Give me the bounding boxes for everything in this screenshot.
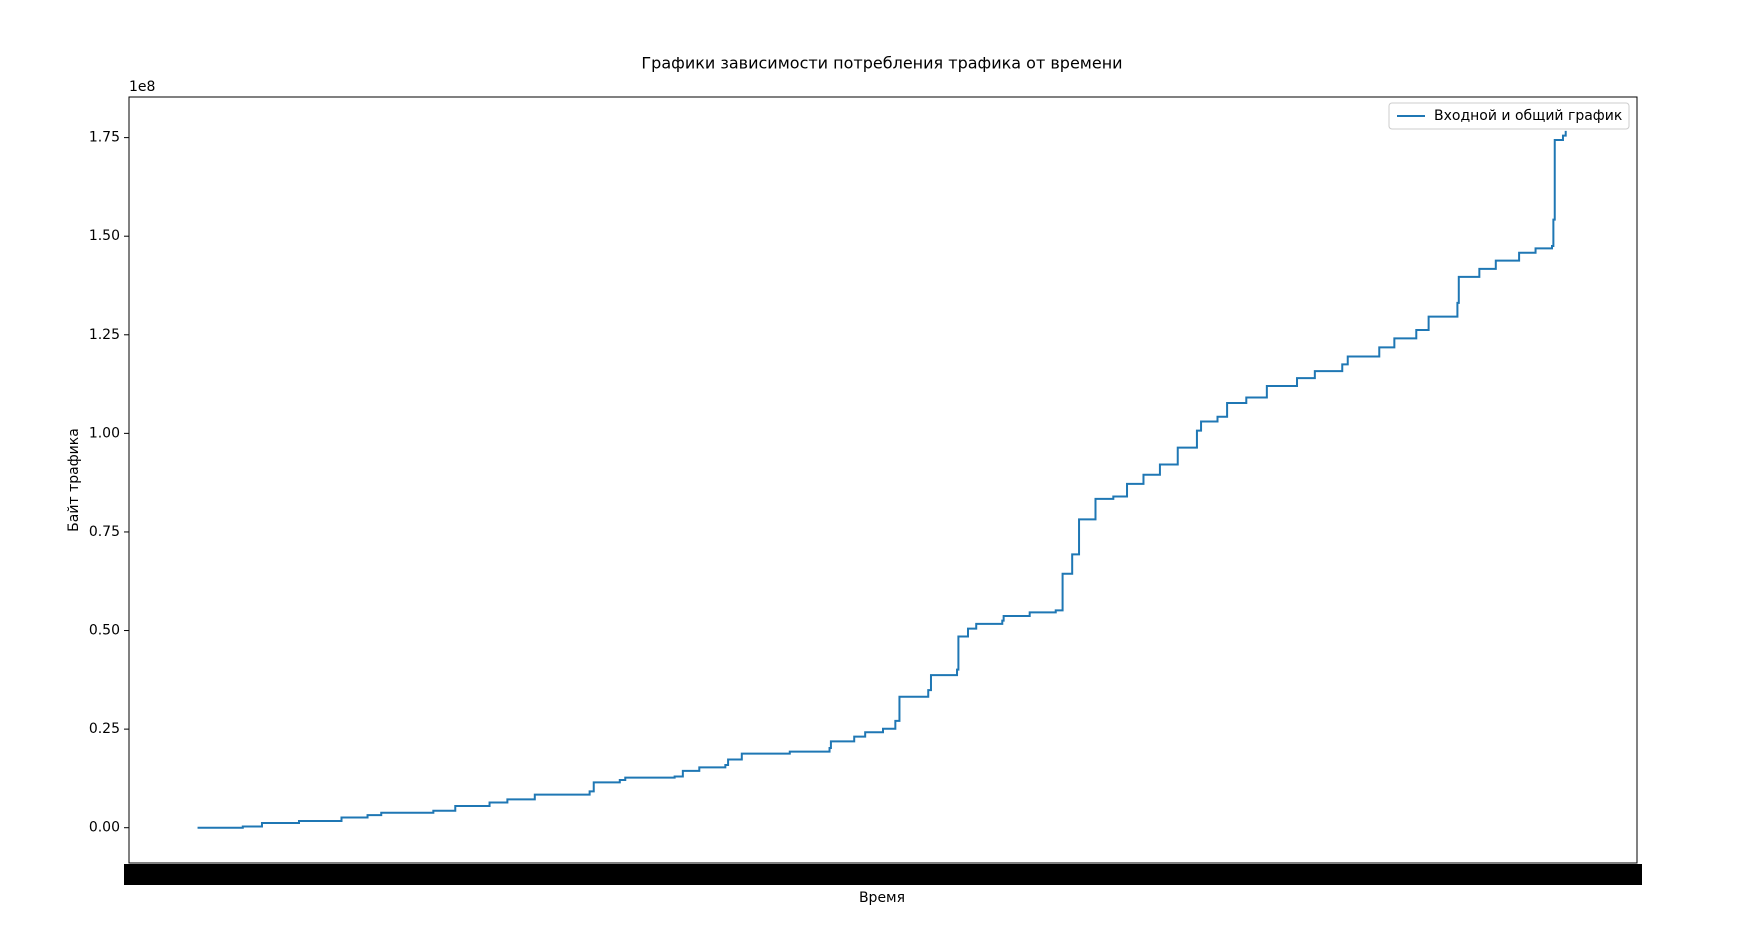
- x-axis-label: Время: [859, 890, 905, 906]
- y-tick-label: 1.75: [89, 130, 120, 146]
- legend-box: [1388, 102, 1630, 130]
- y-tick-label: 0.75: [89, 524, 120, 540]
- y-axis-label: Байт трафика: [66, 428, 82, 532]
- x-tick-labels-overlap: [124, 864, 1642, 885]
- chart-title: Графики зависимости потребления трафика …: [641, 54, 1122, 73]
- legend: Входной и общий график: [1388, 102, 1630, 130]
- y-tick-label: 1.25: [89, 327, 120, 343]
- y-tick-label: 1.50: [89, 228, 120, 244]
- y-offset-text: 1e8: [129, 79, 155, 95]
- y-tick-label: 0.00: [89, 820, 120, 836]
- y-tick-label: 0.50: [89, 623, 120, 639]
- data-line: [197, 130, 1567, 829]
- plot-frame: [128, 96, 1638, 864]
- y-tick-label: 0.25: [89, 721, 120, 737]
- y-tick-label: 1.00: [89, 425, 120, 441]
- legend-label: Входной и общий график: [1434, 108, 1622, 124]
